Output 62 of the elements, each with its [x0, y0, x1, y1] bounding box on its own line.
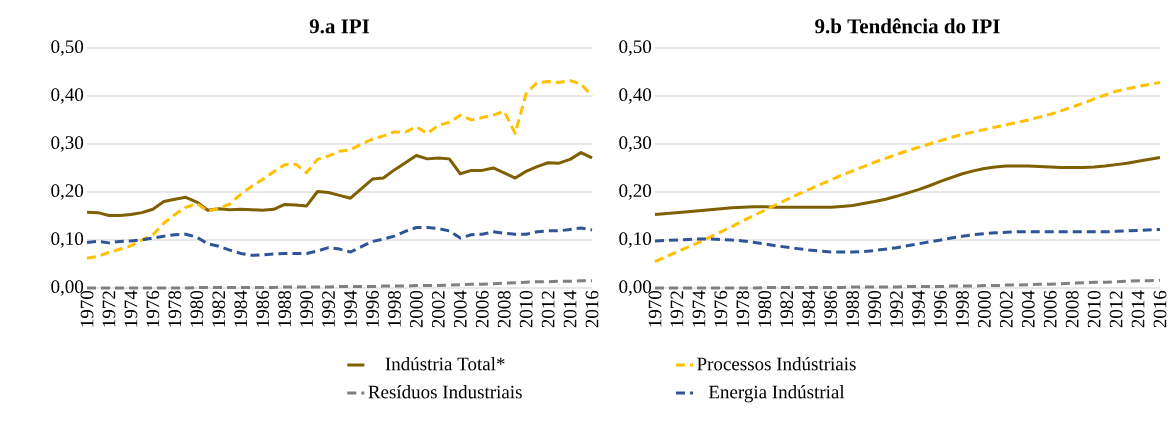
x-tick-label: 1974	[124, 290, 138, 327]
x-tick-label: 1974	[692, 290, 706, 327]
y-tick-label: 0,20	[619, 184, 652, 200]
x-tick-label: 1990	[300, 290, 313, 327]
y-tick-label: 0,50	[51, 40, 84, 56]
x-tick-label: 1990	[868, 290, 881, 327]
x-tick-label: 1992	[890, 291, 903, 327]
x-tick-label: 1980	[190, 290, 204, 327]
x-tick-label: 2012	[541, 291, 555, 328]
x-tick-label: 1998	[955, 290, 969, 327]
x-tick-label: 2016	[1153, 290, 1167, 328]
x-tick-label: 1972	[102, 291, 116, 327]
legend-label: Processos Indústriais	[697, 356, 856, 371]
x-tick-label: 1976	[146, 290, 160, 327]
x-tick-label: 1998	[388, 290, 401, 327]
x-tick-label: 2006	[475, 290, 489, 328]
x-tick-label: 2004	[1021, 290, 1035, 328]
y-tick-label: 0,20	[51, 184, 84, 200]
x-tick-label: 1978	[168, 290, 182, 327]
x-tick-label: 1972	[670, 291, 684, 327]
x-tick-label: 2000	[409, 290, 423, 328]
x-tick-label: 1980	[758, 290, 772, 327]
x-tick-label: 1984	[802, 290, 816, 327]
x-tick-label: 1984	[234, 290, 248, 327]
x-tick-label: 2006	[1043, 290, 1057, 328]
x-tick-label: 1986	[256, 290, 270, 327]
x-tick-label: 1988	[278, 290, 292, 327]
x-tick-label: 1982	[212, 291, 226, 327]
x-tick-label: 2016	[585, 290, 599, 328]
x-tick-label: 2002	[999, 291, 1013, 328]
y-tick-label: 0,30	[619, 136, 652, 152]
x-tick-label: 2012	[1109, 291, 1123, 328]
x-tick-label: 2010	[519, 290, 533, 328]
x-tick-label: 1996	[934, 290, 947, 327]
x-tick-label: 2014	[563, 290, 577, 328]
x-tick-label: 2008	[1065, 290, 1079, 328]
y-tick-label: 0,40	[51, 88, 84, 104]
legend-label: Indústria Total*	[385, 356, 505, 371]
y-tick-label: 0,40	[619, 88, 652, 104]
legend-label: Resíduos Industriais	[368, 385, 522, 399]
x-tick-label: 2010	[1087, 290, 1101, 328]
y-tick-label: 0,50	[619, 40, 652, 56]
chart-title: 9.b Tendência do IPI	[815, 18, 1000, 34]
x-tick-label: 1976	[714, 290, 728, 327]
x-tick-label: 1994	[344, 290, 357, 327]
x-tick-label: 2000	[977, 290, 991, 328]
x-tick-label: 1996	[366, 290, 379, 327]
x-tick-label: 2008	[497, 290, 511, 328]
x-tick-label: 1982	[780, 291, 794, 327]
y-tick-label: 0,10	[619, 232, 652, 248]
x-tick-label: 1986	[824, 290, 838, 327]
x-tick-label: 2004	[453, 290, 467, 328]
x-tick-label: 1992	[322, 291, 335, 327]
y-tick-label: 0,10	[51, 232, 84, 248]
x-tick-label: 1988	[846, 290, 860, 327]
x-tick-label: 2002	[431, 291, 445, 328]
x-tick-label: 2014	[1131, 290, 1145, 328]
x-tick-label: 1994	[912, 290, 925, 327]
legend-label: Energia Indústrial	[708, 385, 845, 403]
chart-title: 9.a IPI	[309, 19, 370, 34]
x-tick-label: 1978	[736, 290, 750, 327]
y-tick-label: 0,30	[51, 136, 84, 152]
